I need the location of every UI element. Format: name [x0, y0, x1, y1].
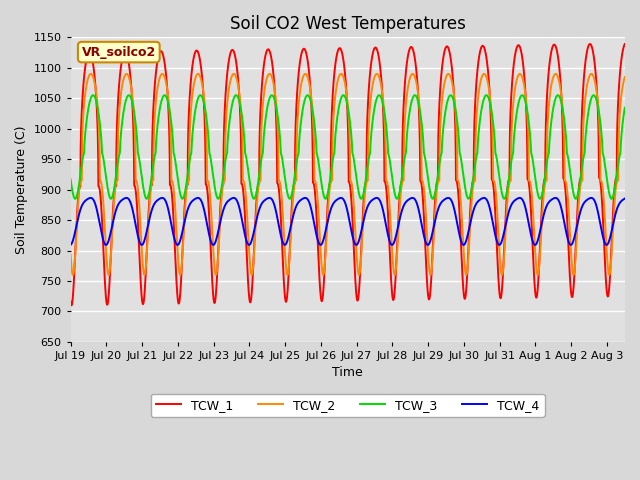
TCW_3 — [590, 92, 598, 98]
TCW_3 — [522, 103, 530, 109]
TCW_4 — [567, 242, 575, 248]
TCW_1 — [586, 41, 594, 47]
TCW_3 — [168, 120, 175, 125]
TCW_4 — [168, 221, 175, 227]
TCW_1 — [522, 109, 530, 115]
Line: TCW_2: TCW_2 — [70, 74, 625, 275]
TCW_2 — [621, 74, 628, 80]
TCW_4 — [481, 195, 488, 201]
TCW_1 — [68, 302, 76, 308]
TCW_1 — [428, 278, 435, 284]
X-axis label: Time: Time — [332, 367, 363, 380]
TCW_3 — [278, 157, 286, 163]
TCW_2 — [481, 71, 488, 77]
TCW_2 — [399, 178, 407, 183]
TCW_2 — [552, 71, 559, 77]
TCW_4 — [621, 196, 628, 202]
Y-axis label: Soil Temperature (C): Soil Temperature (C) — [15, 125, 28, 254]
TCW_4 — [428, 235, 435, 241]
TCW_1 — [278, 251, 286, 256]
TCW_3 — [481, 95, 488, 101]
Legend: TCW_1, TCW_2, TCW_3, TCW_4: TCW_1, TCW_2, TCW_3, TCW_4 — [150, 394, 545, 417]
TCW_1 — [168, 187, 175, 192]
Line: TCW_3: TCW_3 — [70, 95, 625, 199]
TCW_2 — [67, 252, 74, 258]
TCW_3 — [67, 177, 74, 182]
TCW_2 — [284, 272, 291, 278]
Title: Soil CO2 West Temperatures: Soil CO2 West Temperatures — [230, 15, 466, 33]
Text: VR_soilco2: VR_soilco2 — [82, 46, 156, 59]
TCW_4 — [67, 242, 74, 248]
Line: TCW_4: TCW_4 — [70, 198, 625, 245]
TCW_2 — [168, 178, 175, 183]
TCW_3 — [621, 105, 628, 111]
TCW_4 — [301, 195, 309, 201]
TCW_1 — [481, 45, 488, 50]
Line: TCW_1: TCW_1 — [70, 44, 625, 305]
TCW_4 — [522, 209, 530, 215]
TCW_3 — [250, 196, 258, 202]
TCW_3 — [428, 193, 435, 199]
TCW_2 — [278, 203, 286, 209]
TCW_2 — [428, 270, 435, 276]
TCW_2 — [522, 100, 530, 106]
TCW_4 — [278, 238, 286, 244]
TCW_4 — [399, 204, 407, 210]
TCW_3 — [399, 166, 407, 171]
TCW_1 — [67, 299, 74, 305]
TCW_1 — [621, 41, 628, 47]
TCW_1 — [399, 116, 407, 121]
